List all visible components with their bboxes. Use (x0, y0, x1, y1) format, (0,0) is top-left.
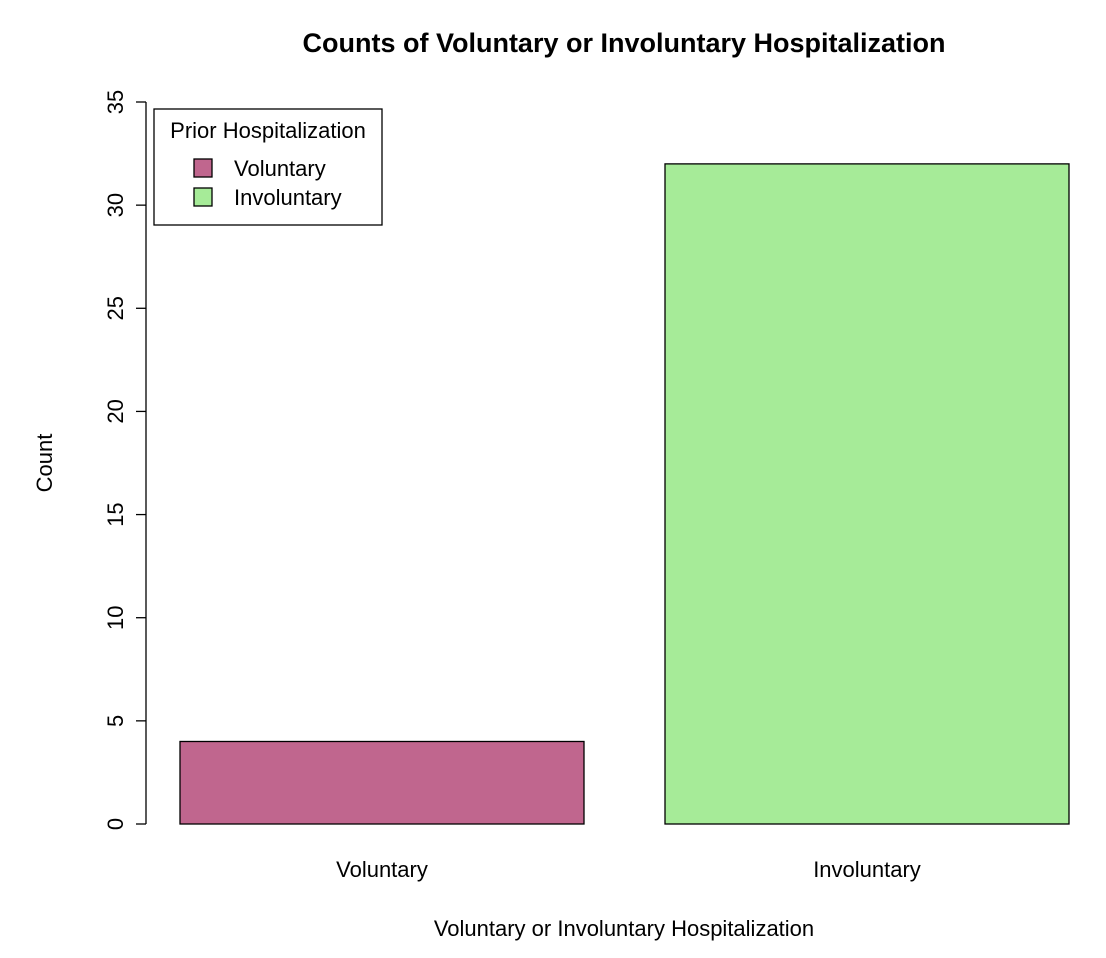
bar-involuntary (664, 163, 1070, 825)
y-tick-label: 20 (103, 399, 128, 423)
y-tick-label: 30 (103, 193, 128, 217)
legend-title: Prior Hospitalization (170, 118, 366, 143)
bar-voluntary (179, 740, 585, 825)
chart-title: Counts of Voluntary or Involuntary Hospi… (302, 28, 945, 58)
y-tick-label: 0 (103, 818, 128, 830)
x-axis-label: Voluntary or Involuntary Hospitalization (434, 916, 814, 941)
x-tick-label: Involuntary (813, 857, 921, 882)
x-tick-labels: Voluntary Involuntary (336, 857, 921, 882)
y-tick-label: 25 (103, 296, 128, 320)
legend-entries: Voluntary Involuntary (193, 156, 342, 210)
legend: Prior Hospitalization Voluntary Involunta… (153, 108, 383, 226)
legend-label: Involuntary (234, 185, 342, 210)
y-tick-label: 35 (103, 90, 128, 114)
y-tick-label: 5 (103, 715, 128, 727)
legend-box (153, 108, 383, 226)
bars (179, 163, 1070, 825)
legend-swatch (193, 187, 213, 207)
y-axis: 0 5 10 15 20 25 30 35 (103, 90, 147, 830)
x-tick-label: Voluntary (336, 857, 428, 882)
y-tick-label: 10 (103, 605, 128, 629)
y-tick-label: 15 (103, 502, 128, 526)
legend-label: Voluntary (234, 156, 326, 181)
y-axis-label: Count (32, 434, 57, 493)
legend-swatch (193, 158, 213, 178)
